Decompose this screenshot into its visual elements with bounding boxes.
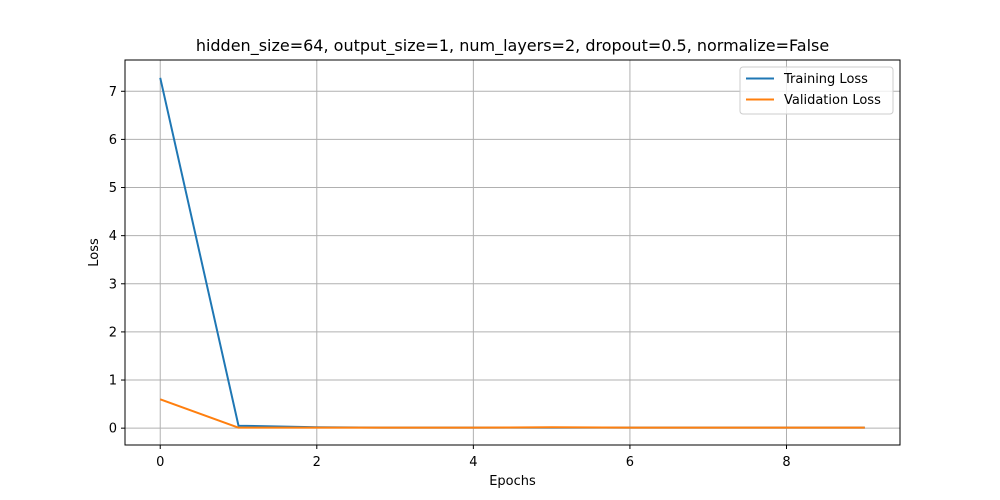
x-tick-label: 4 (469, 455, 477, 470)
y-tick-label: 5 (109, 181, 117, 196)
y-axis-label: Loss (87, 238, 102, 267)
x-axis-ticks: 0 2 4 6 8 (156, 445, 791, 470)
plot-frame (124, 59, 901, 446)
y-tick-label: 3 (109, 277, 117, 292)
y-tick-label: 4 (109, 229, 117, 244)
y-tick-label: 7 (109, 85, 117, 100)
y-tick-label: 0 (109, 422, 117, 437)
x-tick-label: 8 (782, 455, 790, 470)
series-line-validation-loss (159, 398, 865, 429)
legend-label-training-loss: Training Loss (783, 72, 868, 87)
grid-lines (125, 60, 900, 445)
x-tick-label: 6 (626, 455, 634, 470)
series-lines (159, 77, 865, 429)
y-axis-ticks: 0 1 2 3 4 5 6 7 (109, 85, 125, 437)
plot-area (125, 60, 900, 445)
y-tick-label: 1 (109, 374, 117, 389)
x-tick-label: 2 (313, 455, 321, 470)
chart-title: hidden_size=64, output_size=1, num_layer… (196, 36, 829, 56)
x-axis-label: Epochs (489, 474, 536, 489)
y-tick-label: 6 (109, 133, 117, 148)
legend: Training Loss Validation Loss (739, 66, 894, 115)
x-tick-label: 0 (156, 455, 164, 470)
legend-label-validation-loss: Validation Loss (784, 93, 881, 108)
y-tick-label: 2 (109, 325, 117, 340)
legend-box (739, 66, 894, 115)
